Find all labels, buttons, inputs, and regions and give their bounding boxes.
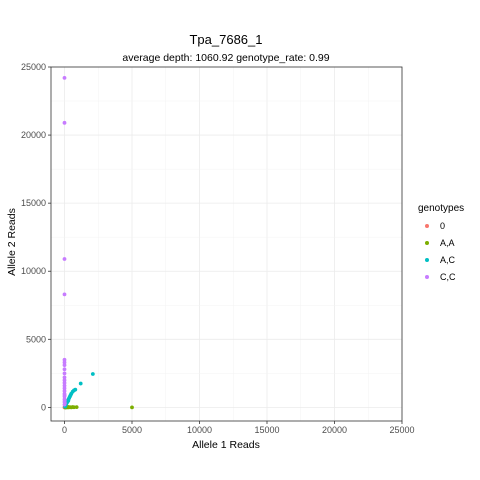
- legend: genotypes 0 A,A A,C C,C: [418, 203, 464, 282]
- chart-title: Tpa_7686_1: [189, 32, 262, 47]
- x-tick-label: 25000: [389, 425, 414, 435]
- legend-label: 0: [440, 221, 445, 231]
- data-point: [62, 371, 67, 376]
- legend-key: [425, 275, 429, 279]
- data-point: [62, 367, 67, 372]
- legend-key: [425, 241, 429, 245]
- x-tick-label: 5000: [122, 425, 142, 435]
- data-point: [62, 378, 67, 383]
- legend-title: genotypes: [418, 203, 464, 214]
- x-axis-ticks: 0 5000 10000 15000 20000 25000: [62, 421, 415, 435]
- legend-label: C,C: [440, 272, 456, 282]
- data-point: [62, 357, 67, 362]
- y-tick-label: 5000: [26, 334, 46, 344]
- data-point: [63, 401, 67, 406]
- legend-label: A,A: [440, 238, 455, 248]
- y-tick-label: 0: [41, 402, 46, 412]
- y-tick-label: 25000: [21, 62, 46, 72]
- data-point: [74, 405, 79, 410]
- chart-subtitle: average depth: 1060.92 genotype_rate: 0.…: [122, 52, 329, 64]
- y-axis-ticks: 0 5000 10000 15000 20000 25000: [21, 62, 51, 412]
- y-tick-label: 15000: [21, 198, 46, 208]
- x-axis-title: Allele 1 Reads: [192, 439, 260, 451]
- data-points: [62, 75, 134, 410]
- legend-key: [425, 224, 429, 228]
- data-point: [62, 380, 67, 385]
- plot-panel: [50, 66, 403, 422]
- data-point: [62, 363, 67, 368]
- data-point: [62, 257, 67, 261]
- x-tick-label: 20000: [322, 425, 347, 435]
- data-point: [78, 381, 83, 386]
- data-point: [62, 389, 67, 393]
- legend-key: [425, 258, 429, 262]
- x-tick-label: 10000: [187, 425, 212, 435]
- y-tick-label: 20000: [21, 130, 46, 140]
- data-point: [62, 386, 67, 391]
- legend-label: A,C: [440, 255, 456, 265]
- data-point: [90, 372, 95, 376]
- data-point: [62, 375, 67, 380]
- y-tick-label: 10000: [21, 266, 46, 276]
- data-point: [62, 398, 67, 403]
- data-point: [62, 75, 67, 80]
- x-tick-label: 15000: [254, 425, 279, 435]
- data-point: [62, 120, 67, 125]
- x-tick-label: 0: [62, 425, 67, 435]
- data-point: [62, 360, 67, 365]
- data-point: [130, 405, 134, 410]
- y-axis-title: Allele 2 Reads: [6, 208, 18, 276]
- data-point: [62, 292, 67, 297]
- data-point: [62, 393, 67, 398]
- data-point: [62, 383, 67, 388]
